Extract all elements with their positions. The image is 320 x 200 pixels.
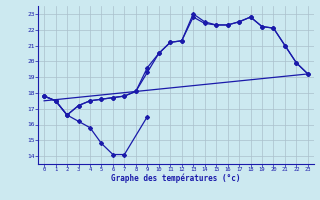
X-axis label: Graphe des températures (°c): Graphe des températures (°c) [111, 174, 241, 183]
